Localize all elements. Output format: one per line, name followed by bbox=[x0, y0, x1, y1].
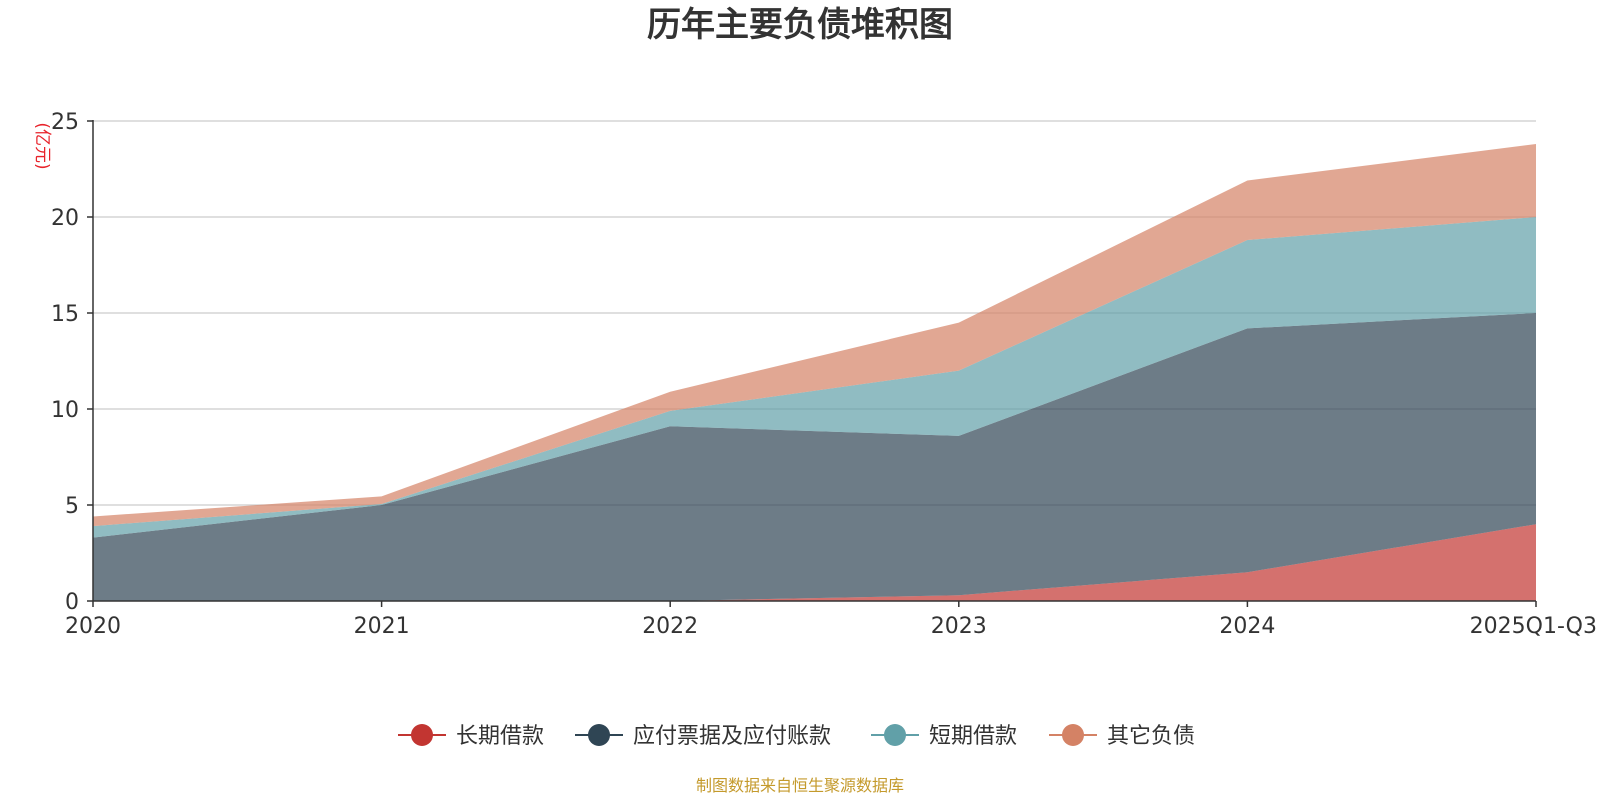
x-tick-label-4: 2024 bbox=[1219, 614, 1275, 639]
y-tick-label-5: 5 bbox=[65, 494, 79, 519]
legend-marker-3 bbox=[884, 724, 906, 746]
area-series-2 bbox=[93, 313, 1536, 601]
legend-label-2: 应付票据及应付账款 bbox=[633, 724, 831, 749]
area-series-group bbox=[93, 144, 1536, 601]
x-tick-label-0: 2020 bbox=[65, 614, 121, 639]
legend: 长期借款 应付票据及应付账款 短期借款 其它负债 bbox=[398, 724, 1195, 749]
legend-item-4[interactable]: 其它负债 bbox=[1049, 724, 1195, 749]
stacked-area-chart: 历年主要负债堆积图 (亿元) 0 5 10 15 20 25 2020 2021 2022 202… bbox=[0, 0, 1600, 800]
y-tick-label-20: 20 bbox=[51, 206, 79, 231]
y-tick-label-0: 0 bbox=[65, 590, 79, 615]
legend-item-2[interactable]: 应付票据及应付账款 bbox=[575, 724, 831, 749]
legend-label-1: 长期借款 bbox=[456, 724, 544, 749]
x-tick-label-1: 2021 bbox=[354, 614, 410, 639]
legend-label-4: 其它负债 bbox=[1107, 724, 1195, 749]
y-tick-label-10: 10 bbox=[51, 398, 79, 423]
legend-label-3: 短期借款 bbox=[929, 724, 1017, 749]
y-tick-label-25: 25 bbox=[51, 110, 79, 135]
legend-marker-4 bbox=[1062, 724, 1084, 746]
x-tick-label-3: 2023 bbox=[931, 614, 987, 639]
legend-marker-1 bbox=[411, 724, 433, 746]
chart-title: 历年主要负债堆积图 bbox=[647, 5, 953, 45]
legend-item-3[interactable]: 短期借款 bbox=[871, 724, 1017, 749]
x-tick-label-2: 2022 bbox=[642, 614, 698, 639]
data-source-note: 制图数据来自恒生聚源数据库 bbox=[696, 776, 904, 795]
legend-marker-2 bbox=[588, 724, 610, 746]
legend-item-1[interactable]: 长期借款 bbox=[398, 724, 544, 749]
y-axis-unit-label: (亿元) bbox=[32, 122, 52, 169]
y-tick-label-15: 15 bbox=[51, 302, 79, 327]
x-tick-label-5: 2025Q1-Q3 bbox=[1470, 614, 1597, 639]
